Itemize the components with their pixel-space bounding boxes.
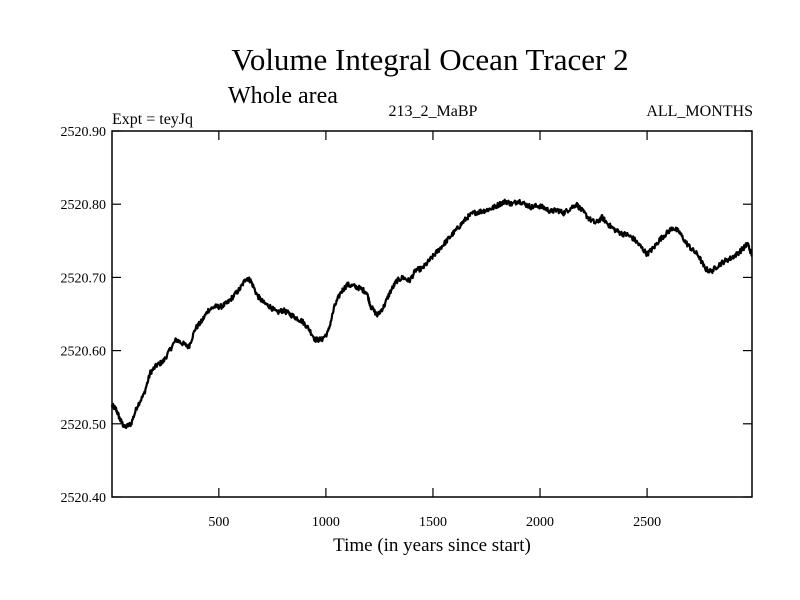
y-tick-label: 2520.90 [61,125,107,140]
x-tick-label: 2500 [633,515,661,530]
chart-subtitle: Whole area [228,83,338,109]
x-axis-label: Time (in years since start) [333,535,531,556]
run-label: 213_2_MaBP [389,103,478,120]
y-tick-label: 2520.70 [61,271,107,286]
y-tick-label: 2520.60 [61,345,107,360]
x-tick-label: 1500 [419,515,447,530]
x-tick-label: 2000 [526,515,554,530]
x-axis: 500 1000 1500 2000 2500 [208,131,661,530]
y-tick-label: 2520.40 [61,491,107,506]
chart-title: Volume Integral Ocean Tracer 2 [231,42,628,77]
x-tick-label: 500 [208,515,229,530]
y-axis: 2520.40 2520.50 2520.60 2520.70 2520.80 2520.… [61,125,752,506]
months-label: ALL_MONTHS [646,103,753,120]
experiment-label: Expt = teyJq [112,111,193,128]
x-tick-label: 1000 [312,515,340,530]
y-tick-label: 2520.80 [61,198,107,213]
series-line [110,198,753,430]
plot-frame [111,130,753,498]
y-tick-label: 2520.50 [61,418,107,433]
